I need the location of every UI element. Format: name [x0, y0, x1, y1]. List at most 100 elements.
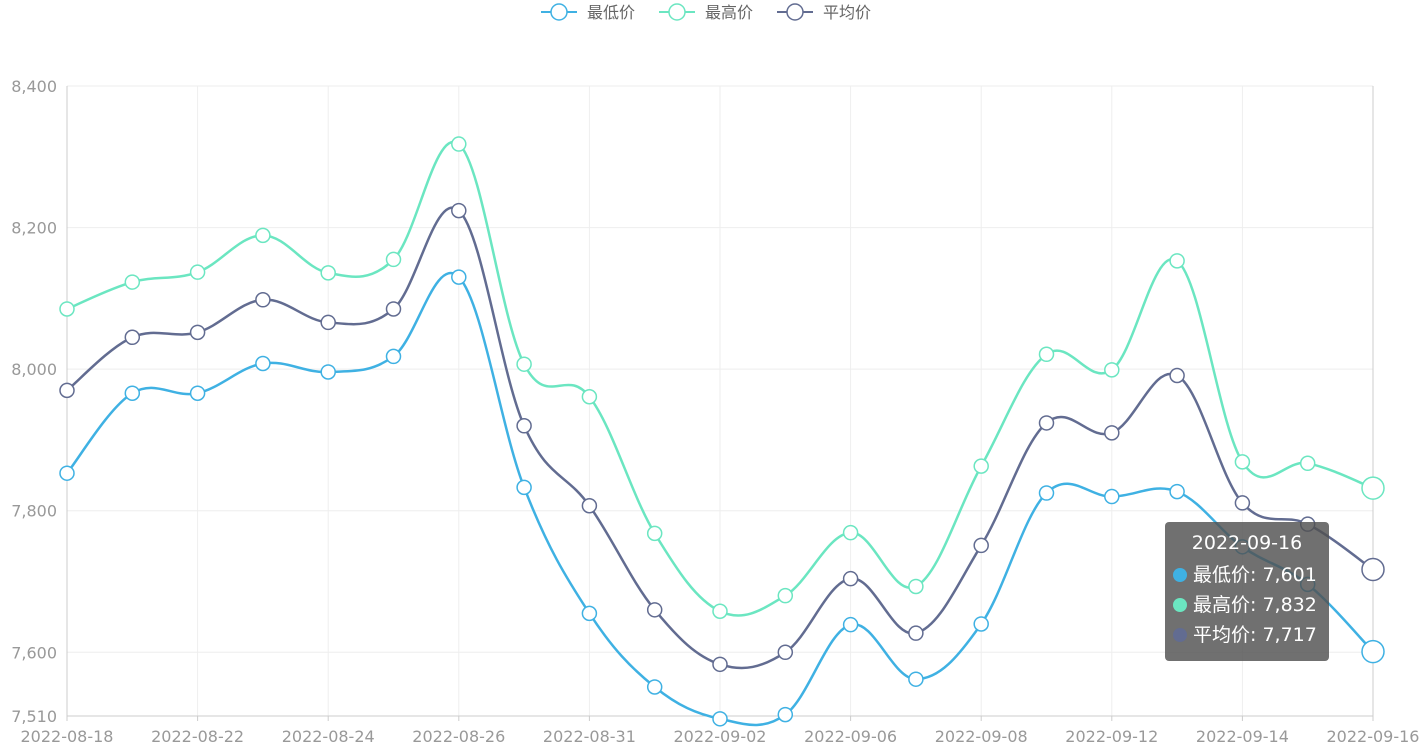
tooltip-text-max: 最高价: 7,832: [1193, 594, 1317, 616]
y-tick-label: 8,000: [11, 360, 57, 379]
data-point-min[interactable]: [1361, 639, 1385, 664]
data-point-avg[interactable]: [646, 602, 663, 618]
data-point-max[interactable]: [1299, 455, 1316, 472]
x-tick-label: 2022-09-06: [804, 727, 897, 746]
x-axis-ticks: 2022-08-18 2022-08-22 2022-08-24 2022-08-26…: [21, 716, 1420, 746]
data-point-max[interactable]: [777, 587, 794, 604]
data-point-min[interactable]: [451, 269, 467, 285]
data-point-avg[interactable]: [1361, 557, 1385, 582]
data-point-avg[interactable]: [712, 656, 728, 673]
data-point-max[interactable]: [516, 356, 532, 372]
y-tick-label: 7,800: [11, 502, 57, 521]
data-point-min[interactable]: [516, 479, 532, 496]
x-tick-label: 2022-08-26: [412, 727, 505, 746]
data-point-max[interactable]: [385, 251, 402, 268]
data-point-min[interactable]: [189, 385, 206, 401]
y-tick-label: 8,200: [11, 219, 57, 238]
data-point-max[interactable]: [646, 525, 663, 542]
data-point-min[interactable]: [1169, 483, 1185, 500]
data-point-min[interactable]: [581, 605, 598, 622]
tooltip-text-avg: 平均价: 7,717: [1193, 624, 1317, 646]
data-point-avg[interactable]: [1169, 367, 1185, 384]
data-point-min[interactable]: [777, 706, 794, 723]
data-point-avg[interactable]: [777, 644, 794, 661]
data-point-min[interactable]: [1104, 488, 1120, 505]
data-point-avg[interactable]: [451, 202, 467, 219]
data-point-max[interactable]: [1038, 346, 1055, 363]
series-avg: [59, 202, 1385, 673]
data-point-avg[interactable]: [842, 570, 859, 587]
data-point-avg[interactable]: [255, 292, 271, 308]
legend-marker: [786, 3, 804, 21]
data-point-avg[interactable]: [581, 498, 598, 514]
data-point-min[interactable]: [255, 355, 271, 372]
x-tick-label: 2022-08-31: [543, 727, 636, 746]
data-point-max[interactable]: [1361, 476, 1385, 500]
x-tick-label: 2022-08-24: [282, 727, 375, 746]
x-tick-label: 2022-08-22: [151, 727, 244, 746]
data-point-max[interactable]: [581, 389, 598, 405]
x-tick-label: 2022-09-12: [1065, 727, 1158, 746]
data-point-min[interactable]: [973, 616, 989, 632]
data-point-avg[interactable]: [59, 382, 75, 399]
tooltip-dot-max: [1173, 598, 1187, 612]
data-point-avg[interactable]: [1038, 415, 1055, 431]
data-point-min[interactable]: [908, 671, 924, 687]
data-point-max[interactable]: [1104, 362, 1120, 378]
data-point-avg[interactable]: [973, 537, 989, 554]
tooltip-row-max: 最高价: 7,832: [1173, 590, 1321, 620]
y-tick-label: 7,600: [11, 643, 57, 662]
data-point-min[interactable]: [320, 364, 336, 380]
series-group: [59, 136, 1385, 727]
data-point-max[interactable]: [255, 227, 271, 244]
data-point-min[interactable]: [385, 348, 402, 365]
data-point-avg[interactable]: [1234, 495, 1251, 511]
data-point-avg[interactable]: [124, 329, 141, 346]
data-point-min[interactable]: [842, 616, 859, 633]
data-point-min[interactable]: [1038, 485, 1055, 501]
data-point-min[interactable]: [124, 385, 141, 401]
legend-marker: [668, 3, 686, 21]
x-tick-label: 2022-09-14: [1196, 727, 1289, 746]
x-tick-label: 2022-09-02: [674, 727, 767, 746]
data-point-max[interactable]: [320, 265, 336, 281]
data-point-max[interactable]: [842, 524, 859, 541]
data-point-avg[interactable]: [1104, 425, 1120, 441]
x-tick-label: 2022-08-18: [21, 727, 114, 746]
y-tick-label: 8,400: [11, 77, 57, 96]
y-axis-ticks: 7,510 7,600 7,800 8,000 8,200 8,400: [11, 77, 57, 726]
tooltip-dot-min: [1173, 568, 1187, 582]
legend-item-max[interactable]: 最高价: [659, 3, 753, 22]
data-point-max[interactable]: [59, 301, 75, 317]
tooltip-row-min: 最低价: 7,601: [1173, 560, 1321, 590]
data-point-max[interactable]: [189, 264, 206, 280]
data-point-avg[interactable]: [385, 301, 402, 317]
data-point-max[interactable]: [1234, 454, 1251, 470]
data-point-avg[interactable]: [908, 625, 924, 641]
data-point-avg[interactable]: [189, 324, 206, 341]
legend-label: 最高价: [705, 3, 753, 22]
data-point-max[interactable]: [908, 578, 924, 595]
series-min: [59, 269, 1385, 727]
data-point-max[interactable]: [1169, 253, 1185, 269]
legend-item-min[interactable]: 最低价: [541, 3, 635, 22]
legend[interactable]: 最低价 最高价 平均价: [541, 3, 871, 22]
data-point-min[interactable]: [59, 465, 75, 481]
data-point-max[interactable]: [712, 603, 728, 619]
data-point-max[interactable]: [124, 274, 141, 290]
tooltip-row-avg: 平均价: 7,717: [1173, 620, 1321, 650]
data-point-max[interactable]: [451, 136, 467, 152]
data-point-min[interactable]: [646, 679, 663, 695]
data-point-max[interactable]: [973, 458, 989, 474]
data-point-min[interactable]: [712, 711, 728, 727]
tooltip-dot-avg: [1173, 628, 1187, 642]
x-tick-label: 2022-09-16: [1327, 727, 1420, 746]
data-point-avg[interactable]: [320, 314, 336, 331]
legend-marker: [550, 3, 568, 21]
x-tick-label: 2022-09-08: [935, 727, 1028, 746]
data-point-avg[interactable]: [516, 418, 532, 434]
tooltip: 2022-09-16 最低价: 7,601 最高价: 7,832 平均价: 7,…: [1165, 522, 1329, 661]
legend-label: 最低价: [587, 3, 635, 22]
legend-item-avg[interactable]: 平均价: [777, 3, 871, 22]
